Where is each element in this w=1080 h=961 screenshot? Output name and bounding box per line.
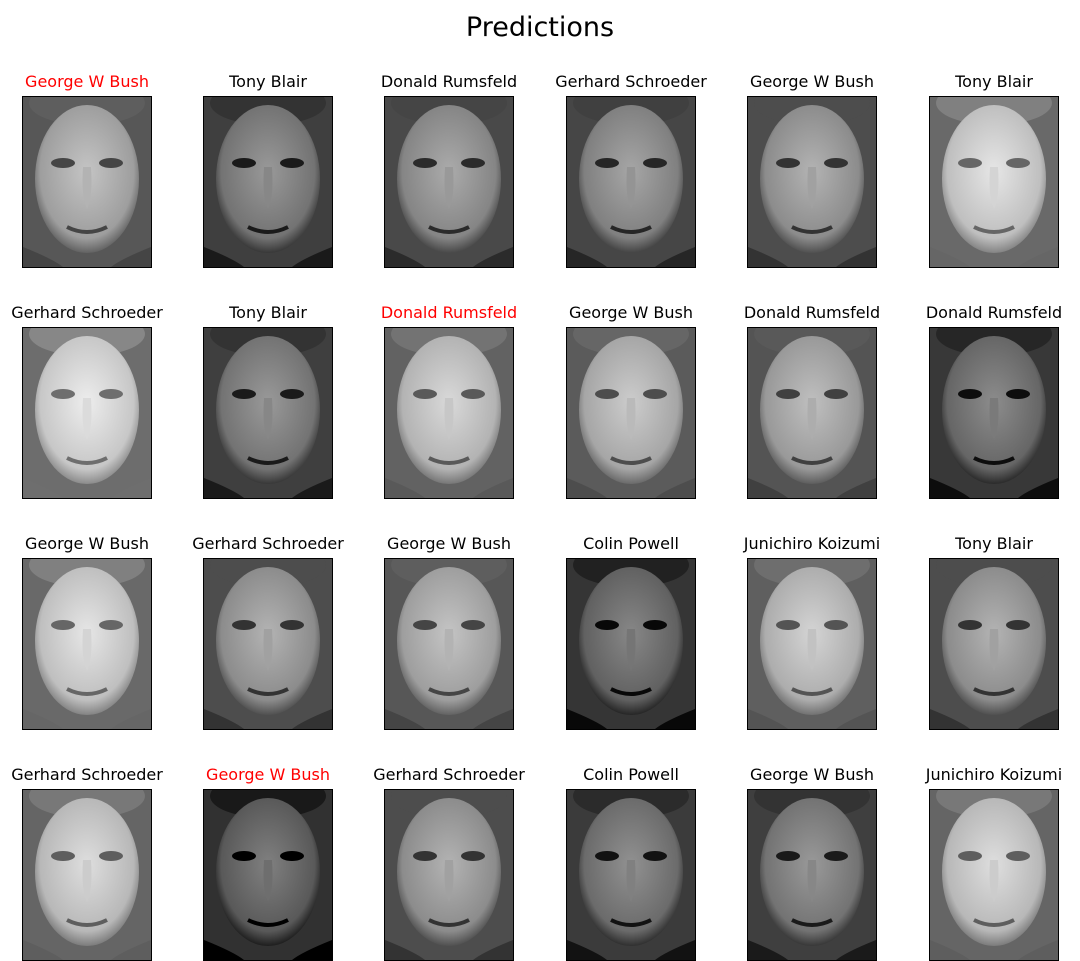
face-image — [747, 327, 877, 499]
prediction-label: Gerhard Schroeder — [11, 765, 163, 784]
prediction-label: Tony Blair — [229, 303, 307, 322]
prediction-label: Donald Rumsfeld — [380, 72, 518, 91]
prediction-label: Tony Blair — [955, 534, 1033, 553]
face-image — [747, 96, 877, 268]
face-image — [203, 558, 333, 730]
prediction-label: Colin Powell — [583, 765, 679, 784]
prediction-label: Gerhard Schroeder — [373, 765, 525, 784]
face-image — [566, 96, 696, 268]
prediction-label: Tony Blair — [955, 72, 1033, 91]
prediction-label: Gerhard Schroeder — [11, 303, 163, 322]
face-image — [566, 789, 696, 961]
face-image — [566, 558, 696, 730]
face-image — [747, 789, 877, 961]
prediction-label: George W Bush — [569, 303, 693, 322]
prediction-label: George W Bush — [750, 72, 874, 91]
prediction-label: Gerhard Schroeder — [192, 534, 344, 553]
face-image — [22, 558, 152, 730]
face-image — [203, 96, 333, 268]
prediction-label: Donald Rumsfeld — [925, 303, 1063, 322]
face-image — [929, 558, 1059, 730]
prediction-label: Donald Rumsfeld — [380, 303, 518, 322]
prediction-label: George W Bush — [25, 534, 149, 553]
prediction-label: George W Bush — [206, 765, 330, 784]
prediction-label: Donald Rumsfeld — [743, 303, 881, 322]
prediction-label: Tony Blair — [229, 72, 307, 91]
face-image — [22, 96, 152, 268]
face-image — [203, 327, 333, 499]
face-image — [384, 327, 514, 499]
face-image — [384, 96, 514, 268]
face-image — [384, 789, 514, 961]
face-image — [747, 558, 877, 730]
face-image — [929, 789, 1059, 961]
face-image — [929, 327, 1059, 499]
face-image — [566, 327, 696, 499]
prediction-label: Gerhard Schroeder — [555, 72, 707, 91]
prediction-label: George W Bush — [387, 534, 511, 553]
prediction-label: George W Bush — [750, 765, 874, 784]
face-image — [22, 327, 152, 499]
face-image — [929, 96, 1059, 268]
page-title: Predictions — [465, 12, 615, 43]
prediction-label: Colin Powell — [583, 534, 679, 553]
prediction-label: Junichiro Koizumi — [925, 765, 1063, 784]
prediction-label: George W Bush — [25, 72, 149, 91]
prediction-label: Junichiro Koizumi — [743, 534, 881, 553]
face-image — [203, 789, 333, 961]
face-image — [22, 789, 152, 961]
face-image — [384, 558, 514, 730]
